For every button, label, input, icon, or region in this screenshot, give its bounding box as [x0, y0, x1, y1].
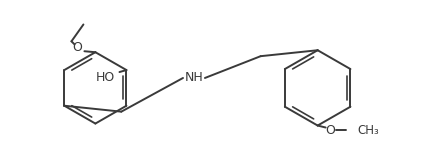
Text: HO: HO — [96, 71, 115, 84]
Text: NH: NH — [184, 71, 203, 84]
Text: O: O — [326, 124, 335, 137]
Text: O: O — [73, 41, 82, 54]
Text: CH₃: CH₃ — [357, 124, 379, 137]
